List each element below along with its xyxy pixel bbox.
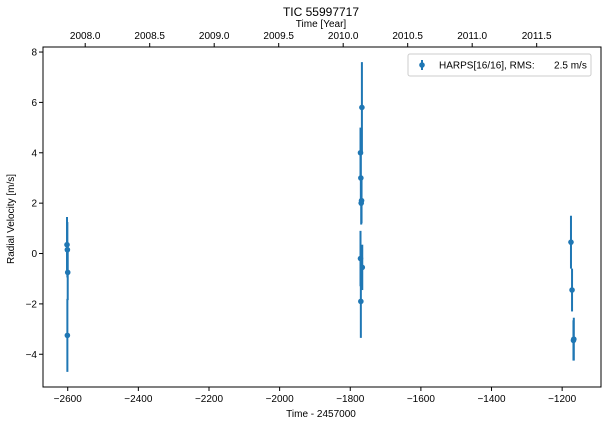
y-tick-label: 4 [31,148,37,159]
x-tick-label: −1600 [407,394,436,405]
y-tick-label: 2 [31,199,37,210]
data-point [64,246,71,253]
x-tick-label: −1400 [477,394,506,405]
x-tick-label: −2400 [124,394,153,405]
x-axis-title: Time - 2457000 [286,409,356,420]
x-tick-label: −1200 [548,394,577,405]
data-point [570,337,577,344]
top-tick-label: 2011.0 [457,31,487,42]
top-axis-title: Time [Year] [296,19,347,30]
data-point [357,149,364,156]
data-point [358,197,365,204]
data-point [64,332,71,339]
top-tick-label: 2008.5 [134,31,165,42]
plot-area: −2600 −2400 −2200 −2000 −1800 −1600 −1400 −1200… [26,31,602,405]
legend-box [407,53,592,77]
y-tick-label: 8 [31,48,37,59]
top-tick-label: 2010.5 [392,31,423,42]
legend-label: HARPS[16/16], RMS: 2.5 m/s [439,61,587,72]
plot-frame [42,46,602,388]
y-tick-label: 6 [31,98,37,109]
top-tick-label: 2010.0 [328,31,359,42]
data-point [359,264,366,271]
data-point [357,255,364,262]
top-tick-label: 2009.5 [263,31,294,42]
data-point [569,287,575,293]
data-point [64,269,71,276]
top-tick-label: 2009.0 [199,31,230,42]
y-axis-title: Radial Velocity [m/s] [6,174,17,264]
y-tick-label: −4 [26,350,38,361]
data-point [568,239,574,245]
x-tick-label: −2600 [54,394,83,405]
top-tick-label: 2008.0 [70,31,101,42]
top-tick-label: 2011.5 [522,31,552,42]
chart-title: TIC 55997717 [283,5,359,19]
data-point [358,175,364,181]
legend-marker [419,62,425,68]
x-tick-label: −1800 [336,394,365,405]
x-tick-label: −2200 [195,394,224,405]
x-tick-label: −2000 [266,394,295,405]
y-tick-label: −2 [26,299,38,310]
data-point [64,241,70,248]
data-point [359,104,365,111]
data-point [358,298,364,305]
y-tick-label: 0 [31,249,37,260]
